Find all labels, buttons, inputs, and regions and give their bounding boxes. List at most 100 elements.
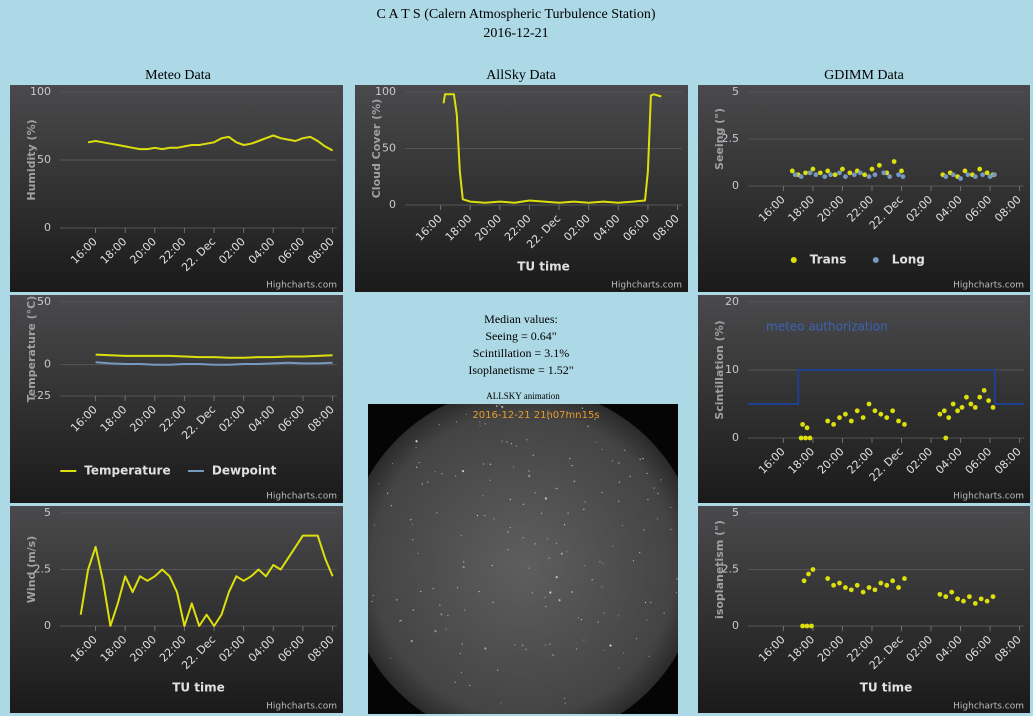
star bbox=[647, 499, 648, 500]
star bbox=[582, 407, 583, 408]
star bbox=[478, 591, 479, 592]
data-point bbox=[901, 174, 906, 179]
star bbox=[525, 649, 526, 650]
star bbox=[670, 507, 671, 508]
star bbox=[545, 644, 546, 645]
star bbox=[466, 414, 467, 415]
star bbox=[578, 617, 579, 618]
star bbox=[456, 421, 457, 422]
star bbox=[415, 447, 416, 448]
data-point bbox=[899, 169, 904, 174]
data-point bbox=[884, 415, 889, 420]
data-point bbox=[973, 174, 978, 179]
data-point bbox=[951, 172, 956, 177]
data-point bbox=[831, 422, 836, 427]
star bbox=[364, 572, 365, 573]
star bbox=[640, 459, 641, 460]
star bbox=[528, 568, 529, 569]
star bbox=[571, 465, 572, 466]
data-point bbox=[985, 599, 990, 604]
star bbox=[592, 579, 593, 580]
data-point bbox=[805, 624, 810, 629]
star bbox=[657, 493, 658, 494]
data-point bbox=[896, 172, 901, 177]
star bbox=[554, 488, 555, 489]
y-axis-title: Scintillation (%) bbox=[713, 320, 726, 419]
star bbox=[556, 576, 558, 578]
y-tick-label: 0 bbox=[389, 198, 396, 211]
x-axis-title: TU time bbox=[517, 260, 570, 274]
data-point bbox=[793, 172, 798, 177]
data-point bbox=[855, 408, 860, 413]
star bbox=[463, 561, 464, 562]
data-point bbox=[946, 415, 951, 420]
star bbox=[558, 599, 560, 601]
star bbox=[603, 612, 604, 613]
data-point bbox=[949, 590, 954, 595]
star bbox=[499, 404, 500, 405]
star bbox=[461, 672, 462, 673]
star bbox=[418, 553, 419, 554]
star bbox=[439, 424, 440, 425]
data-point bbox=[985, 170, 990, 175]
star bbox=[643, 529, 644, 530]
data-point bbox=[890, 408, 895, 413]
star bbox=[372, 601, 373, 602]
star bbox=[618, 462, 619, 463]
page-title: C A T S (Calern Atmospheric Turbulence S… bbox=[376, 7, 655, 22]
star bbox=[564, 698, 565, 699]
data-point bbox=[943, 436, 948, 441]
data-point bbox=[878, 581, 883, 586]
column-header: AllSky Data bbox=[486, 68, 556, 83]
y-tick-label: 0 bbox=[732, 179, 739, 192]
x-axis-title: TU time bbox=[172, 681, 225, 695]
star bbox=[387, 493, 388, 494]
star bbox=[609, 644, 611, 646]
data-point bbox=[982, 388, 987, 393]
data-point bbox=[837, 170, 842, 175]
star bbox=[598, 621, 599, 622]
data-point bbox=[896, 585, 901, 590]
chart-panel: -2505016:0018:0020:0022:0022. Dec02:0004… bbox=[10, 295, 343, 503]
data-point bbox=[861, 415, 866, 420]
panel-background bbox=[698, 85, 1030, 292]
star bbox=[420, 591, 421, 592]
star bbox=[485, 423, 486, 424]
page: C A T S (Calern Atmospheric Turbulence S… bbox=[0, 0, 1033, 716]
data-point bbox=[825, 169, 830, 174]
star bbox=[415, 440, 417, 442]
median-line: Isoplanetisme = 1.52" bbox=[468, 363, 573, 377]
y-tick-label: 0 bbox=[732, 619, 739, 632]
star bbox=[391, 505, 392, 506]
data-point bbox=[862, 172, 867, 177]
panel-background bbox=[10, 295, 343, 503]
star bbox=[561, 553, 563, 555]
star bbox=[439, 605, 440, 606]
y-axis-title: Temperature (°C) bbox=[25, 296, 38, 403]
star bbox=[564, 524, 565, 525]
y-tick-label: 0 bbox=[44, 358, 51, 371]
data-point bbox=[825, 419, 830, 424]
data-point bbox=[988, 174, 993, 179]
credits: Highcharts.com bbox=[611, 281, 682, 291]
chart-panel: 05010016:0018:0020:0022:0022. Dec02:0004… bbox=[355, 85, 688, 292]
data-point bbox=[977, 395, 982, 400]
star bbox=[657, 518, 658, 519]
chart-panel: 02.5516:0018:0020:0022:0022. Dec02:0004:… bbox=[10, 506, 343, 713]
star bbox=[646, 473, 647, 474]
star bbox=[646, 620, 647, 621]
data-point bbox=[955, 408, 960, 413]
y-tick-label: 10 bbox=[725, 363, 739, 376]
data-point bbox=[867, 174, 872, 179]
star bbox=[490, 480, 491, 481]
allsky-label: ALLSKY animation bbox=[486, 391, 560, 401]
y-tick-label: 100 bbox=[375, 85, 396, 98]
data-point bbox=[808, 170, 813, 175]
y-axis-title: Humidity (%) bbox=[25, 119, 38, 200]
star bbox=[506, 441, 507, 442]
star bbox=[676, 578, 677, 579]
data-point bbox=[852, 172, 857, 177]
star bbox=[502, 440, 503, 441]
star bbox=[413, 609, 414, 610]
